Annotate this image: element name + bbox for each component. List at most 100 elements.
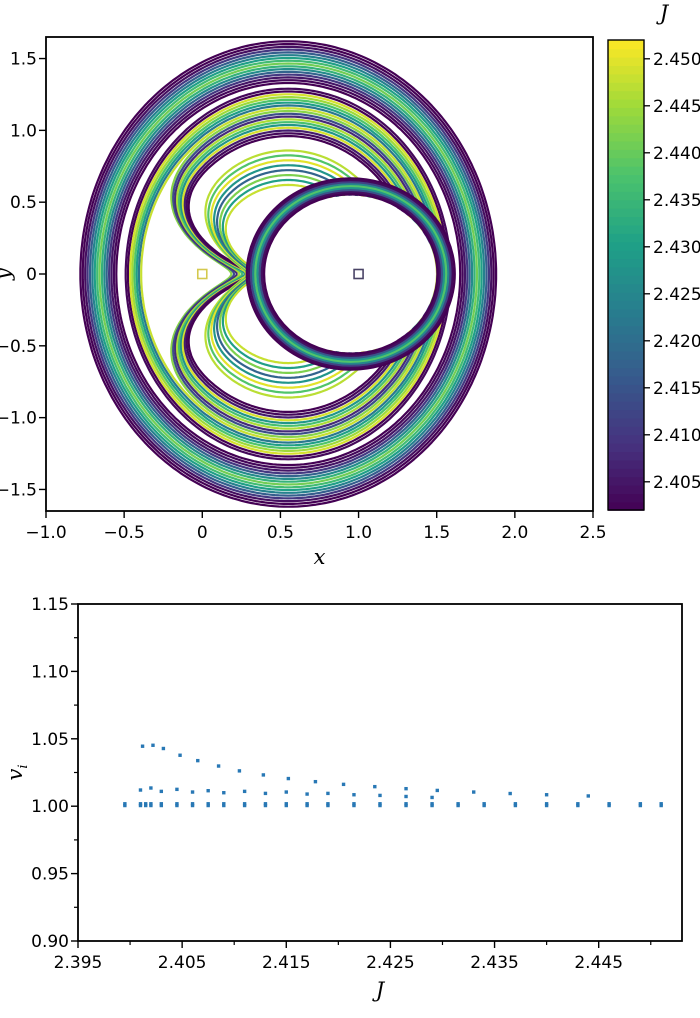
scatter-point	[305, 792, 309, 796]
y-tick-label: 0	[26, 265, 37, 285]
colorbar-segment	[608, 207, 644, 218]
colorbar-segment	[608, 308, 644, 318]
x-axis-title: J	[372, 978, 386, 1002]
scatter-point	[175, 787, 179, 792]
colorbar-segment	[608, 392, 644, 402]
scatter-point	[149, 802, 153, 806]
scatter-point	[222, 791, 226, 795]
colorbar-tick-label: 2.425	[653, 285, 700, 305]
orbit-curve	[177, 121, 426, 427]
colorbar-segment	[608, 216, 644, 226]
colorbar-segment	[608, 468, 644, 478]
y-tick-label: −1.5	[0, 480, 37, 500]
scatter-point	[190, 790, 195, 794]
orbit-curve	[100, 65, 476, 483]
scatter-point	[206, 802, 210, 806]
scatter-point	[404, 803, 408, 808]
y-tick-label: 1.0	[10, 121, 37, 141]
orbit-curve	[172, 112, 432, 436]
scatter-point	[175, 803, 179, 808]
scatter-point	[404, 802, 408, 806]
colorbar: 2.405 2.410 2.415 2.420 2.425 2.430 2.435 2.440…	[607, 1, 700, 511]
orbit-curve	[245, 177, 456, 371]
orbit-curve	[88, 51, 488, 497]
colorbar-segment	[608, 140, 644, 150]
orbit-curve	[110, 76, 466, 472]
scatter-point	[159, 789, 164, 794]
colorbar-segment	[608, 291, 644, 301]
x-tick-label: 0.5	[267, 523, 294, 543]
y-axis-title-subscript: i	[16, 764, 31, 768]
scatter-point	[430, 803, 434, 808]
scatter-point	[161, 746, 166, 751]
orbit-curve	[170, 109, 435, 439]
x-tick-label: 2.415	[262, 953, 311, 973]
scatter-point	[237, 769, 242, 773]
scatter-point	[326, 803, 330, 808]
scatter-point	[305, 803, 309, 808]
y-tick-label: −1.0	[0, 409, 37, 429]
colorbar-segment	[608, 90, 644, 100]
orbit-curve	[115, 81, 462, 467]
colorbar-tick-label: 2.410	[653, 426, 700, 446]
x-tick-label: 2.0	[501, 523, 528, 543]
colorbar-segment	[608, 149, 644, 159]
scatter-point	[435, 788, 439, 793]
colorbar-segment	[608, 98, 644, 108]
colorbar-segment	[608, 333, 644, 343]
colorbar-tick-label: 2.430	[653, 238, 700, 258]
scatter-point	[638, 802, 643, 806]
orbit-curve	[91, 54, 486, 494]
scatter-point	[378, 802, 382, 806]
scatter-point	[576, 803, 580, 808]
colorbar-segment	[608, 451, 644, 461]
colorbar-segment	[608, 358, 644, 369]
orbit-curve	[103, 68, 474, 480]
scatter-point	[430, 802, 434, 806]
scatter-point	[378, 803, 382, 808]
scatter-point	[586, 794, 590, 798]
scatter-point	[482, 802, 486, 806]
orbit-curve	[137, 104, 439, 444]
colorbar-segment	[608, 132, 644, 142]
orbit-curve	[81, 43, 495, 505]
colorbar-segment	[608, 417, 644, 427]
x-tick-label: 1.5	[423, 523, 450, 543]
orbit-plot: −1.0 −0.5 0 0.5 1.0 1.5 2.0 2.5 −1.5 −1.0 −0.5 0 0.5…	[0, 1, 700, 569]
scatter-point	[456, 802, 460, 806]
orbit-curve	[133, 98, 444, 450]
scatter-point	[341, 782, 346, 787]
scatter-point	[513, 802, 518, 806]
orbit-curve	[140, 107, 437, 441]
x-tick-label: −1.0	[25, 523, 66, 543]
scatter-point	[242, 803, 247, 808]
plot-frame	[77, 603, 683, 942]
y-tick-label: 0.95	[31, 865, 69, 885]
scatter-point	[508, 791, 512, 796]
colorbar-tick-label: 2.450	[653, 50, 700, 70]
orbit-curve	[124, 87, 452, 461]
colorbar-segment	[608, 476, 644, 486]
colorbar-segment	[608, 442, 644, 453]
scatter-point	[352, 793, 356, 797]
x-tick-label: 0	[197, 523, 208, 543]
x-tick-label: 2.425	[366, 953, 415, 973]
colorbar-segment	[608, 384, 644, 394]
colorbar-segment	[608, 191, 644, 201]
colorbar-tick-label: 2.445	[653, 97, 700, 117]
colorbar-segment	[608, 123, 644, 134]
scatter-point	[638, 803, 643, 808]
scatter-points	[123, 743, 663, 808]
scatter-point	[513, 803, 518, 808]
scatter-point	[607, 803, 611, 808]
scatter-point	[222, 803, 226, 808]
orbit-curve	[260, 191, 441, 357]
orbit-curve	[254, 185, 448, 363]
y-tick-label: 0.90	[31, 932, 69, 952]
scatter-point	[284, 802, 288, 806]
orbit-curve	[252, 183, 450, 365]
colorbar-tick-label: 2.415	[653, 379, 700, 399]
scatter-point	[159, 802, 164, 806]
scatter-point	[482, 803, 486, 808]
scatter-point	[544, 803, 549, 808]
